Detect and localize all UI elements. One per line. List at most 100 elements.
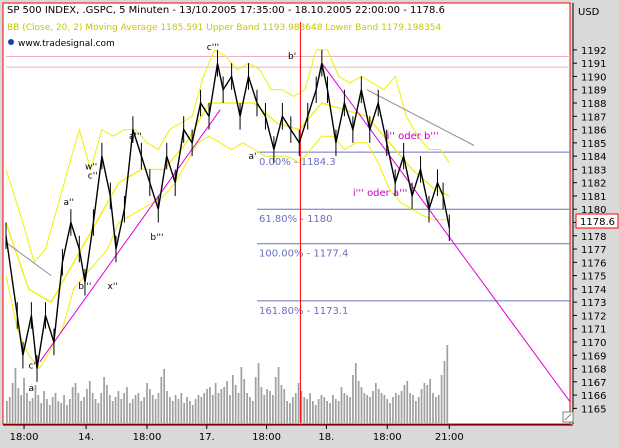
y-tick-label: 1189 — [581, 86, 606, 97]
volume-bar — [377, 389, 380, 423]
volume-bar — [117, 391, 120, 423]
volume-bar — [111, 401, 114, 423]
volume-bar — [60, 403, 63, 423]
volume-bar — [209, 387, 211, 423]
volume-bar — [126, 387, 128, 423]
volume-bar — [189, 401, 191, 423]
volume-bar — [171, 401, 174, 423]
volume-bar — [446, 345, 449, 423]
volume-bar — [166, 391, 168, 423]
volume-bar — [154, 399, 157, 423]
y-tick-label: 1192 — [581, 46, 606, 57]
y-tick-label: 1176 — [581, 258, 606, 269]
volume-bar — [174, 395, 177, 423]
volume-bar — [400, 391, 403, 423]
volume-bar — [389, 403, 391, 423]
volume-bar — [231, 375, 234, 423]
volume-bar — [203, 393, 206, 423]
volume-layer — [6, 345, 449, 423]
volume-bar — [423, 383, 426, 423]
x-tick-label: 18:00 — [10, 432, 39, 443]
volume-bar — [346, 395, 349, 423]
volume-bar — [300, 391, 303, 423]
wave-label: b''' — [78, 282, 91, 292]
volume-bar — [294, 393, 297, 423]
y-tick-label: 1186 — [581, 126, 606, 137]
resize-grip-icon[interactable] — [562, 411, 574, 423]
wave-label: w'' — [85, 162, 97, 172]
volume-bar — [106, 385, 108, 423]
volume-bar — [323, 397, 326, 423]
volume-bar — [374, 383, 377, 423]
y-tick-label: 1178 — [581, 232, 606, 243]
volume-bar — [217, 393, 220, 423]
fib-level-label: 100.00% - 1177.4 — [259, 249, 348, 260]
volume-bar — [66, 405, 68, 423]
volume-bar — [177, 399, 180, 423]
volume-bar — [123, 393, 125, 423]
volume-bar — [23, 378, 25, 423]
y-tick-label: 1166 — [581, 391, 606, 402]
wave-label: c''' — [207, 43, 219, 53]
volume-bar — [251, 401, 254, 423]
volume-bar — [289, 403, 291, 423]
y-tick-label: 1188 — [581, 99, 606, 110]
y-tick-label: 1168 — [581, 365, 606, 376]
volume-bar — [409, 393, 411, 423]
volume-bar — [31, 398, 34, 423]
volume-bar — [343, 393, 346, 423]
indicator-label: BB (Close, 20, 2) Moving Average 1185.59… — [7, 23, 441, 33]
volume-bar — [226, 381, 228, 423]
last-value-box — [575, 213, 619, 229]
volume-bar — [394, 393, 397, 423]
volume-bar — [77, 393, 80, 423]
lower-band-line — [5, 135, 450, 370]
volume-bar — [383, 395, 386, 423]
volume-bar — [266, 389, 268, 423]
volume-bar — [57, 401, 60, 423]
volume-bar — [417, 397, 420, 423]
volume-bar — [406, 381, 409, 423]
volume-bar — [414, 401, 417, 423]
volume-bar — [254, 377, 257, 423]
y-tick-label: 1174 — [581, 285, 606, 296]
volume-bar — [34, 385, 37, 423]
volume-bar — [334, 399, 337, 423]
y-tick-label: 1181 — [581, 192, 606, 203]
volume-bar — [332, 395, 334, 423]
volume-bar — [437, 395, 440, 423]
volume-bar — [286, 401, 288, 423]
volume-bar — [297, 383, 300, 423]
volume-bar — [426, 385, 429, 423]
volume-bar — [197, 395, 200, 423]
y-tick-label: 1184 — [581, 152, 606, 163]
volume-bar — [191, 405, 194, 423]
volume-bar — [183, 403, 186, 423]
moving-average-line — [5, 102, 450, 304]
source-row: www.tradesignal.com — [8, 39, 115, 49]
x-tick-label: 18:00 — [373, 432, 402, 443]
y-tick-label: 1191 — [581, 59, 606, 70]
trend_grey_left-trend-line — [5, 242, 52, 277]
y-tick-label: 1182 — [581, 179, 606, 190]
volume-bar — [246, 393, 248, 423]
volume-bar — [20, 395, 23, 423]
volume-bar — [403, 385, 406, 423]
y-tick-label: 1185 — [581, 139, 606, 150]
volume-bar — [6, 401, 8, 423]
volume-bar — [128, 403, 131, 423]
fib-layer: 0.00% - 1184.3 61.80% - 1180 100.00% - 117… — [6, 56, 570, 317]
x-tick-label: 17. — [199, 432, 215, 443]
wave-label: x'' — [108, 282, 118, 292]
volume-bar — [329, 403, 331, 423]
volume-bar — [103, 377, 105, 423]
volume-bar — [163, 369, 166, 423]
volume-bar — [108, 395, 111, 423]
price-layer — [5, 49, 450, 382]
volume-bar — [157, 393, 160, 423]
volume-bar — [260, 387, 263, 423]
x-tick-label: 21:00 — [435, 432, 464, 443]
volume-bar — [412, 395, 414, 423]
wave-label: c'' — [88, 172, 98, 182]
x-tick-label: 18. — [318, 432, 334, 443]
